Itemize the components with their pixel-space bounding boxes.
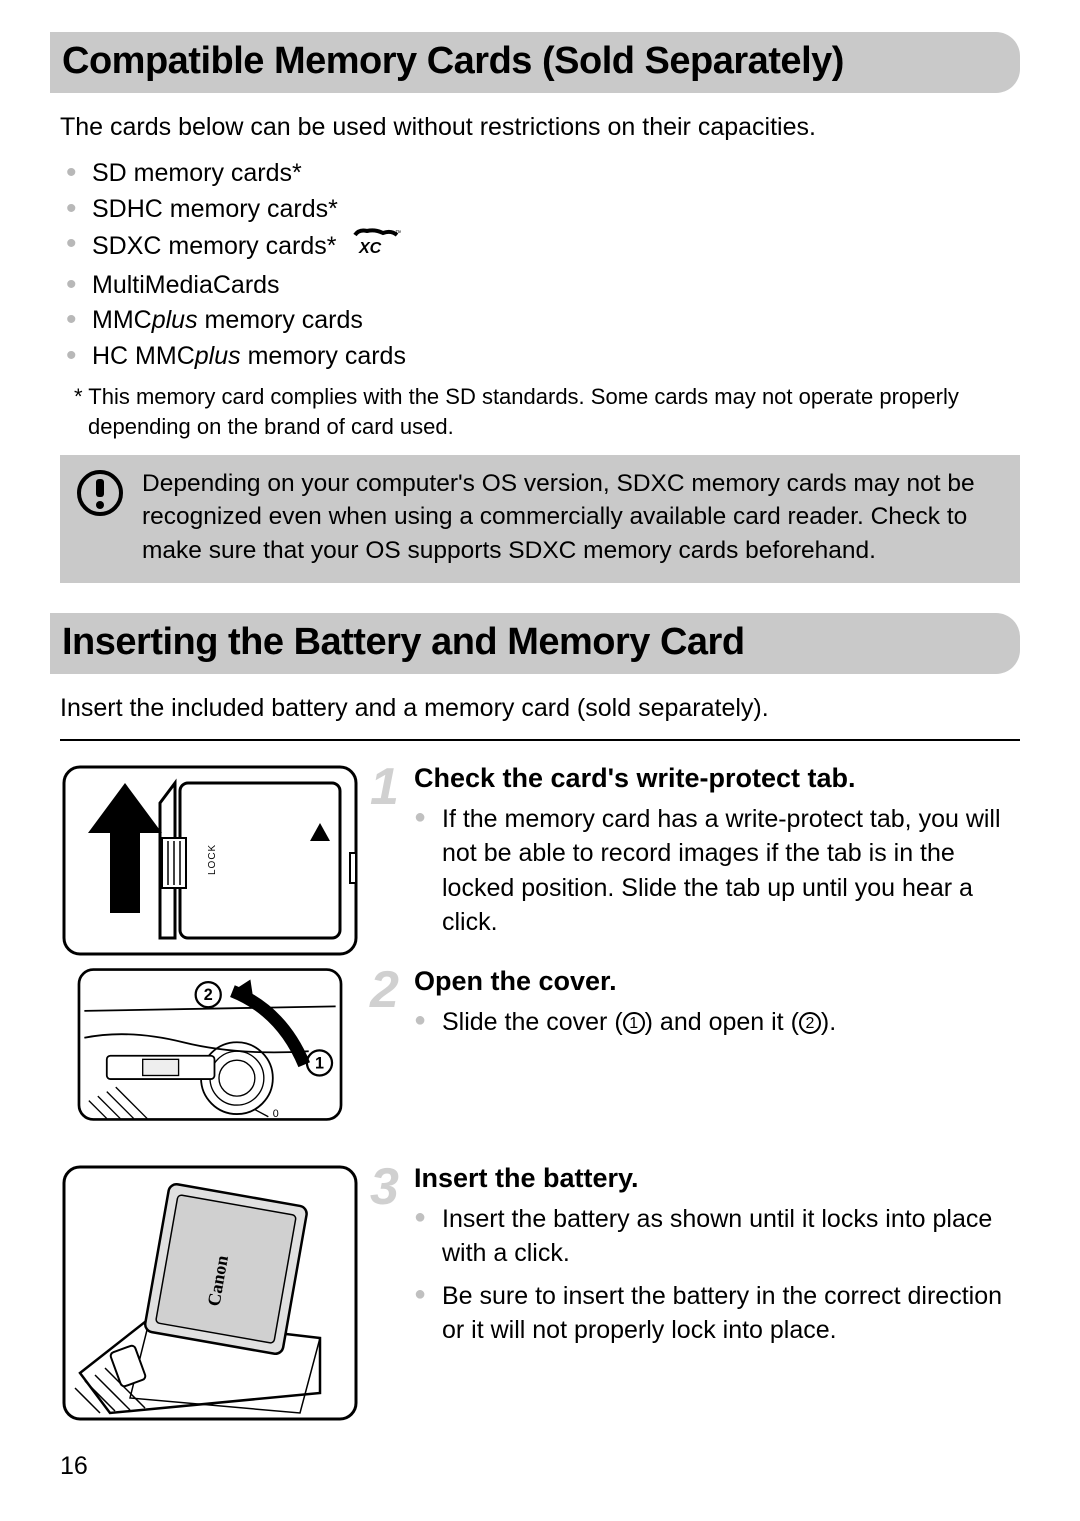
card-item: SDXC memory cards* XC ™ <box>66 227 1020 268</box>
section1-intro: The cards below can be used without rest… <box>60 113 1020 142</box>
sdxc-logo-icon: XC ™ <box>353 227 401 268</box>
step-bullets: If the memory card has a write-protect t… <box>414 802 1020 940</box>
card-item: SD memory cards* <box>66 156 1020 192</box>
svg-text:XC: XC <box>358 240 382 257</box>
svg-text:LOCK: LOCK <box>207 843 218 874</box>
step-number: 1 <box>370 757 399 817</box>
step-content: 1 Check the card's write-protect tab. If… <box>388 763 1020 958</box>
step-title: Check the card's write-protect tab. <box>414 763 1020 794</box>
memory-card-list: SD memory cards* SDHC memory cards* SDXC… <box>60 156 1020 374</box>
svg-text:1: 1 <box>315 1054 324 1072</box>
step2-illustration: 2 1 0 <box>60 966 360 1141</box>
svg-text:0: 0 <box>273 1107 279 1119</box>
step-number: 3 <box>370 1157 399 1217</box>
step-title: Insert the battery. <box>414 1163 1020 1194</box>
step-row: LOCK 1 Check the card's write-protect ta… <box>60 763 1020 958</box>
svg-text:2: 2 <box>204 986 213 1004</box>
step-content: 2 Open the cover. Slide the cover (1) an… <box>388 966 1020 1141</box>
warning-icon <box>76 469 124 517</box>
step-bullets: Slide the cover (1) and open it (2). <box>414 1005 1020 1040</box>
card-item: MultiMediaCards <box>66 268 1020 304</box>
page-number: 16 <box>60 1452 88 1481</box>
step-bullet: Be sure to insert the battery in the cor… <box>414 1279 1020 1348</box>
step1-illustration: LOCK <box>60 763 360 958</box>
step-bullets: Insert the battery as shown until it loc… <box>414 1202 1020 1348</box>
step-number: 2 <box>370 960 399 1020</box>
step-title: Open the cover. <box>414 966 1020 997</box>
step3-illustration: Canon <box>60 1163 360 1423</box>
step-bullet: Slide the cover (1) and open it (2). <box>414 1005 1020 1040</box>
svg-text:™: ™ <box>395 230 401 237</box>
card-item: HC MMCplus memory cards <box>66 339 1020 375</box>
step-row: 2 1 0 2 Open the cover. Slide the cover … <box>60 966 1020 1141</box>
warning-text: Depending on your computer's OS version,… <box>142 467 1004 566</box>
card-item: SDHC memory cards* <box>66 192 1020 228</box>
steps-container: LOCK 1 Check the card's write-protect ta… <box>60 763 1020 1423</box>
section-heading-1: Compatible Memory Cards (Sold Separately… <box>50 32 1020 93</box>
step-bullet: Insert the battery as shown until it loc… <box>414 1202 1020 1271</box>
card-item: MMCplus memory cards <box>66 303 1020 339</box>
section-heading-2: Inserting the Battery and Memory Card <box>50 613 1020 674</box>
step-content: 3 Insert the battery. Insert the battery… <box>388 1163 1020 1423</box>
section2-intro: Insert the included battery and a memory… <box>60 694 1020 723</box>
step-row: Canon 3 Insert the battery. Insert the b… <box>60 1163 1020 1423</box>
warning-box: Depending on your computer's OS version,… <box>60 455 1020 582</box>
footnote: * This memory card complies with the SD … <box>60 382 1020 441</box>
step-bullet: If the memory card has a write-protect t… <box>414 802 1020 940</box>
divider <box>60 739 1020 741</box>
